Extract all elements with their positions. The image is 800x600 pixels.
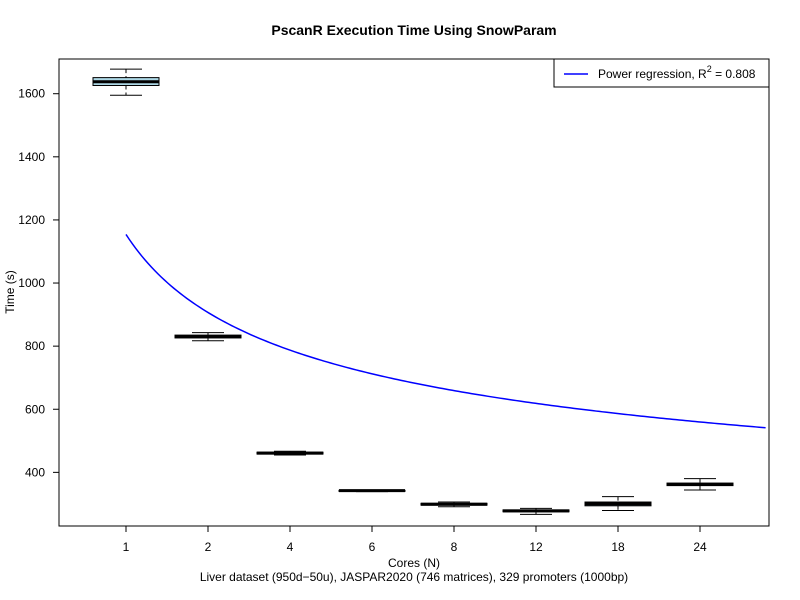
boxplot-4 (256, 450, 324, 456)
boxplot-6 (338, 489, 406, 493)
x-axis: 1 2 4 6 8 12 18 24 (123, 526, 707, 554)
x-axis-label: Cores (N) (388, 556, 440, 570)
boxplot-8 (420, 501, 488, 508)
y-tick-label-1400: 1400 (18, 150, 45, 164)
x-tick-label-18: 18 (611, 540, 625, 554)
boxplot-12 (502, 507, 570, 515)
y-tick-label-800: 800 (25, 339, 45, 353)
y-tick-label-1000: 1000 (18, 276, 45, 290)
boxplot-18 (584, 496, 652, 512)
chart-subtitle: Liver dataset (950d−50u), JASPAR2020 (74… (200, 570, 628, 584)
legend: Power regression, R2 = 0.808 (553, 58, 770, 88)
boxplot-1 (92, 68, 160, 96)
y-tick-label-1200: 1200 (18, 213, 45, 227)
x-tick-label-1: 1 (123, 540, 130, 554)
y-axis-label: Time (s) (3, 270, 17, 314)
x-tick-label-12: 12 (529, 540, 543, 554)
plot-frame (58, 58, 770, 527)
boxplot-2 (174, 332, 242, 342)
x-tick-label-6: 6 (369, 540, 376, 554)
legend-box (553, 58, 770, 88)
regression-curve (125, 234, 766, 429)
y-axis: 400 600 800 1000 1200 1400 1600 (18, 87, 59, 479)
x-tick-label-2: 2 (205, 540, 212, 554)
x-tick-label-8: 8 (451, 540, 458, 554)
chart-title: PscanR Execution Time Using SnowParam (271, 22, 556, 38)
x-tick-label-4: 4 (287, 540, 294, 554)
y-tick-label-400: 400 (25, 465, 45, 479)
boxplot-24 (666, 478, 734, 491)
x-tick-label-24: 24 (693, 540, 707, 554)
y-tick-label-1600: 1600 (18, 87, 45, 101)
y-tick-label-600: 600 (25, 402, 45, 416)
boxplots (92, 68, 734, 515)
legend-label: Power regression, R2 = 0.808 (598, 64, 756, 81)
